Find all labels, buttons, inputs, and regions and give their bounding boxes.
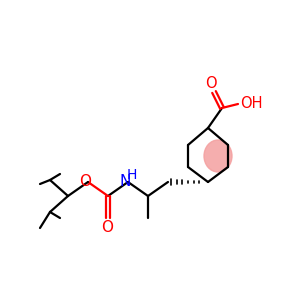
Ellipse shape — [204, 140, 232, 172]
Text: H: H — [127, 168, 137, 182]
Text: O: O — [101, 220, 113, 235]
Text: O: O — [79, 173, 91, 188]
Text: N: N — [119, 173, 131, 188]
Text: O: O — [205, 76, 217, 92]
Text: OH: OH — [240, 95, 262, 110]
